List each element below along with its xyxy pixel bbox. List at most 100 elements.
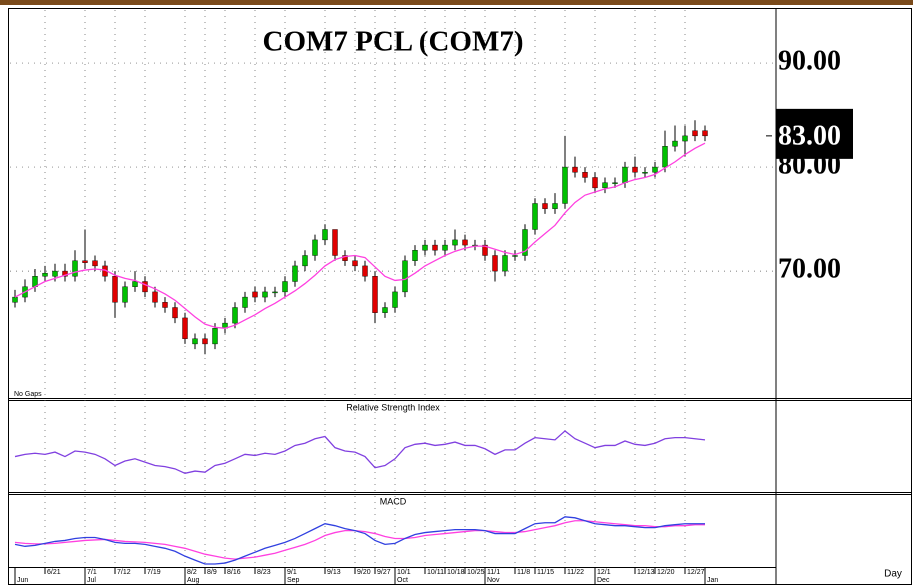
candle-body [452,239,458,246]
rsi-title: Relative Strength Index [346,402,440,412]
x-tick-label: 12/27 [687,569,705,576]
candle-body [262,291,268,298]
candle-body [552,203,558,209]
month-label: Aug [187,577,200,584]
candle-body [632,166,638,173]
candle-body [362,265,368,277]
candle-body [172,307,178,319]
month-label: Dec [597,577,610,584]
x-tick-label: 7/1 [87,569,97,576]
x-tick-label: 12/20 [657,569,675,576]
candle-body [72,260,78,277]
x-tick-label: 8/23 [257,569,271,576]
month-label: Jun [17,577,28,584]
moving-average [14,142,706,329]
candle-body [662,146,668,168]
candle-body [422,244,428,251]
candle-body [152,291,158,303]
candle-body [242,296,248,308]
x-tick-label: 9/27 [377,569,391,576]
x-tick-label: 12/1 [597,569,611,576]
x-tick-label: 11/8 [517,569,530,576]
candle-body [292,265,298,282]
x-tick-label: 9/1 [287,569,297,576]
x-tick-label: 10/11 [427,569,444,576]
candle-body [582,172,588,178]
x-tick-label: 9/13 [327,569,341,576]
candle-body [672,140,678,147]
x-tick-label: 11/22 [567,569,584,576]
candle-body [142,281,148,293]
candle-body [612,182,618,184]
candle-body [532,203,538,230]
candle-body [502,255,508,272]
candle-body [332,229,338,256]
macd-title: MACD [380,496,407,506]
month-label: Sep [287,577,300,584]
x-tick-label: 10/1 [397,569,411,576]
candle-body [692,130,698,137]
x-tick-label: 7/19 [147,569,161,576]
macd-line [14,516,705,565]
x-tick-label: 11/15 [537,569,554,576]
candle-body [492,255,498,272]
candle-body [542,203,548,209]
macd-signal [14,520,705,560]
x-tick-label: 10/18 [447,569,465,576]
candle-body [252,291,258,298]
candle-body [122,286,128,303]
candle-body [412,250,418,261]
candle-body [462,239,468,246]
x-tick-label: 10/25 [467,569,485,576]
candle-body [602,182,608,189]
candle-body [302,255,308,267]
candle-body [272,291,278,294]
candle-body [512,255,518,257]
x-tick-label: 8/2 [187,569,197,576]
candle-body [112,276,118,303]
candle-body [62,270,68,277]
candle-body [482,244,488,256]
candle-body [42,272,48,277]
candle-body [92,260,98,267]
x-unit: Day [884,569,902,580]
month-label: Jul [87,577,96,584]
candle-body [682,135,688,142]
candle-body [592,177,598,189]
candle-body [622,166,628,183]
candle-body [382,307,388,313]
candle-body [312,239,318,256]
candle-body [352,260,358,267]
candle-body [392,291,398,308]
candle-body [212,328,218,345]
candle-body [132,281,138,287]
candle-body [442,244,448,251]
rsi-line [14,430,706,474]
candle-body [202,338,208,345]
candle-body [372,276,378,313]
candle-body [522,229,528,256]
x-tick-label: 11/1 [487,569,500,576]
note: No Gaps [14,391,42,398]
candle-body [182,317,188,339]
x-tick-label: 12/13 [637,569,655,576]
candle-body [282,281,288,293]
x-tick-label: 6/21 [47,569,61,576]
month-label: Oct [397,577,408,584]
candle-body [322,229,328,241]
candle-body [702,130,708,137]
top-bar [0,0,913,5]
y-tick-label: 90.00 [778,45,841,76]
y-tick-label: 70.00 [778,254,841,285]
frame [8,8,912,585]
candle-body [432,244,438,251]
candle-body [572,166,578,173]
candle-body [562,166,568,204]
candle-body [232,307,238,324]
x-tick-label: 7/12 [117,569,131,576]
candle-body [52,270,58,277]
candle-body [642,172,648,174]
month-label: Jan [707,577,718,584]
candle-body [162,302,168,308]
